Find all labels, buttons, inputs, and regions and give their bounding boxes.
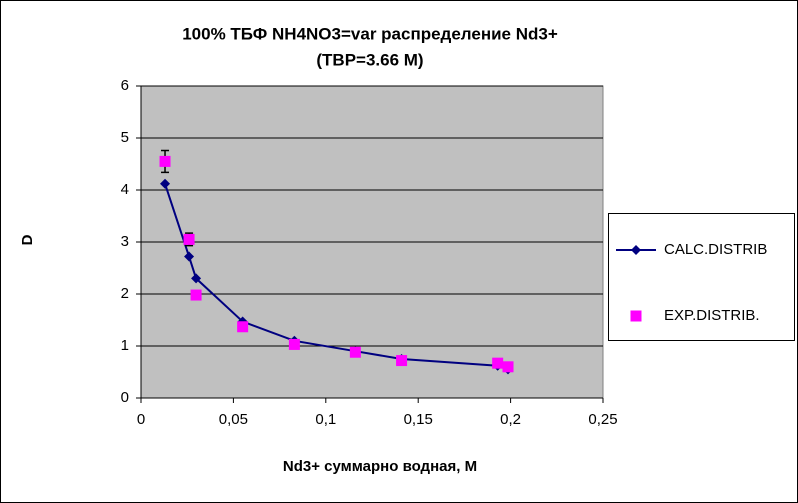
y-tick-label: 1 <box>121 337 129 354</box>
y-tick-label: 0 <box>121 389 129 406</box>
data-point <box>502 361 514 373</box>
y-tick-label: 4 <box>121 181 129 198</box>
data-point <box>160 178 171 189</box>
data-point <box>237 321 249 333</box>
data-point <box>159 155 171 167</box>
y-tick-label: 3 <box>121 233 129 250</box>
data-point <box>288 338 300 350</box>
x-tick-label: 0,15 <box>404 411 433 428</box>
legend-marker <box>630 310 642 322</box>
data-point <box>492 357 504 369</box>
chart-title: 100% ТБФ NH4NO3=var распределение Nd3+ <box>182 24 558 43</box>
data-point <box>190 289 202 301</box>
x-tick-label: 0,1 <box>315 411 336 428</box>
data-point <box>184 251 195 262</box>
legend-label: CALC.DISTRIB <box>664 241 767 258</box>
x-axis-label: Nd3+ суммарно водная, М <box>283 458 477 475</box>
chart-title: (TBP=3.66 M) <box>316 50 423 69</box>
x-tick-label: 0,2 <box>500 411 521 428</box>
legend-label: EXP.DISTRIB. <box>664 307 760 324</box>
x-tick-label: 0,25 <box>588 411 617 428</box>
x-tick-label: 0 <box>137 411 145 428</box>
x-tick-label: 0,05 <box>219 411 248 428</box>
data-point <box>396 355 408 367</box>
y-tick-label: 5 <box>121 129 129 146</box>
data-point <box>191 273 202 284</box>
legend-marker <box>631 245 641 255</box>
y-axis-label: D <box>19 234 36 245</box>
y-tick-label: 2 <box>121 285 129 302</box>
data-point <box>349 346 361 358</box>
data-point <box>183 233 195 245</box>
y-tick-label: 6 <box>121 77 129 94</box>
